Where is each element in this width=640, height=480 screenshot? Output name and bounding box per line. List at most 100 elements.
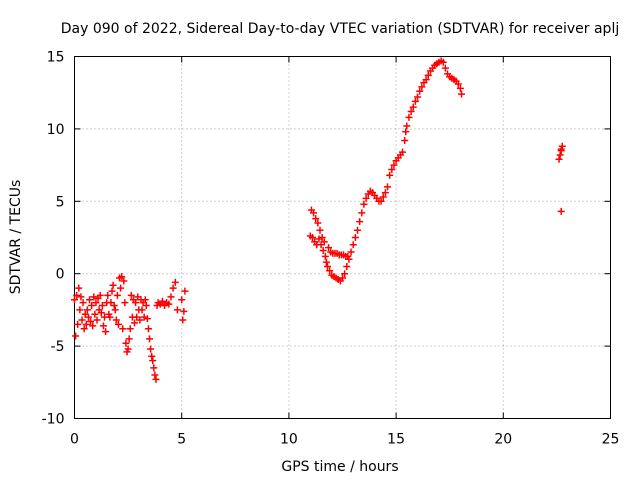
data-point-marker (312, 215, 320, 223)
data-point-marker (555, 155, 563, 163)
data-point-marker (80, 325, 88, 333)
data-point-marker (390, 161, 398, 169)
data-point-marker (127, 291, 135, 299)
data-point-marker (439, 58, 447, 66)
data-point-marker (99, 322, 107, 330)
data-point-marker (136, 316, 144, 324)
data-point-marker (125, 335, 133, 343)
data-point-marker (121, 299, 129, 307)
data-point-marker (72, 332, 80, 340)
data-point-marker (71, 296, 78, 304)
y-tick-label: 15 (47, 50, 65, 66)
axis-ticks (74, 56, 611, 419)
data-point-marker (377, 197, 385, 205)
data-point-marker (93, 316, 101, 324)
data-point-marker (351, 234, 359, 241)
data-point-marker (122, 339, 130, 347)
x-tick-labels: 0 5 10 15 20 25 (70, 432, 619, 448)
data-point-marker (114, 320, 122, 328)
data-point-marker (345, 255, 353, 263)
data-point-marker (411, 97, 419, 105)
data-point-marker (180, 307, 188, 315)
y-axis-label: SDTVAR / TECUs (8, 180, 24, 295)
data-point-marker (111, 306, 119, 314)
data-point-marker (356, 218, 364, 226)
data-point-marker (456, 84, 464, 92)
data-point-marker (86, 296, 94, 304)
grid-lines (74, 56, 611, 419)
data-point-marker (112, 316, 120, 324)
data-point-marker (92, 299, 100, 307)
data-point-marker (108, 287, 116, 295)
y-tick-label: -10 (42, 412, 65, 428)
data-point-marker (414, 93, 422, 101)
data-point-marker (124, 345, 132, 353)
data-point-marker (422, 76, 430, 84)
data-point-marker (117, 284, 125, 292)
data-point-marker (384, 183, 392, 191)
data-point-marker (179, 316, 187, 324)
data-point-marker (379, 193, 387, 201)
data-point-marker (557, 147, 565, 155)
data-markers (71, 57, 566, 383)
data-point-marker (323, 262, 331, 270)
data-point-marker (132, 299, 140, 307)
x-tick-label: 5 (177, 432, 186, 448)
data-point-marker (354, 226, 362, 234)
data-point-marker (319, 247, 327, 255)
data-point-marker (358, 209, 366, 217)
data-point-marker (310, 209, 318, 217)
x-axis-label: GPS time / hours (281, 459, 398, 475)
data-point-marker (457, 90, 465, 98)
data-point-marker (165, 300, 173, 308)
data-point-marker (97, 309, 105, 317)
data-point-marker (343, 262, 351, 270)
data-point-marker (102, 328, 110, 336)
data-point-marker (388, 165, 396, 173)
data-point-marker (322, 258, 330, 266)
x-tick-label: 15 (387, 432, 405, 448)
data-point-marker (454, 80, 462, 88)
data-point-marker (118, 273, 126, 281)
data-point-marker (347, 248, 355, 256)
data-point-marker (96, 291, 104, 299)
data-point-marker (407, 108, 415, 116)
data-point-marker (418, 83, 426, 91)
data-point-marker (315, 235, 323, 243)
data-point-marker (325, 244, 333, 252)
data-point-marker (89, 322, 97, 330)
data-point-marker (90, 293, 98, 301)
data-point-marker (109, 281, 117, 289)
data-point-marker (167, 293, 175, 301)
data-point-marker (73, 291, 81, 299)
data-point-marker (362, 194, 370, 202)
x-tick-label: 0 (70, 432, 79, 448)
data-point-marker (381, 189, 389, 197)
data-point-marker (146, 335, 154, 343)
x-tick-label: 25 (602, 432, 620, 448)
data-point-marker (77, 293, 85, 301)
data-point-marker (138, 306, 146, 314)
data-point-marker (141, 296, 149, 304)
data-point-marker (416, 87, 424, 95)
data-point-marker (150, 364, 158, 372)
data-point-marker (143, 315, 151, 323)
data-point-marker (120, 277, 128, 285)
data-point-marker (113, 291, 121, 299)
data-point-marker (341, 270, 349, 278)
data-point-marker (76, 306, 84, 314)
data-point-marker (402, 128, 410, 136)
data-point-marker (171, 278, 179, 286)
data-point-marker (386, 171, 394, 179)
data-point-marker (83, 306, 91, 314)
data-point-marker (320, 238, 328, 246)
data-point-marker (556, 151, 564, 159)
data-point-marker (75, 284, 83, 292)
data-point-marker (119, 325, 127, 333)
data-point-marker (106, 313, 114, 321)
data-point-marker (360, 200, 368, 208)
data-point-marker (84, 313, 92, 321)
data-point-marker (158, 297, 166, 305)
data-point-marker (87, 317, 95, 325)
